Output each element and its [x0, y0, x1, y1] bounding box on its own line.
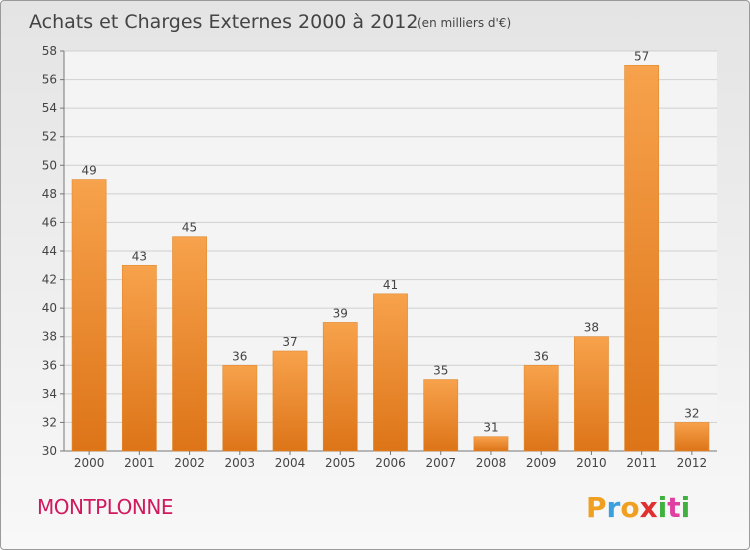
bar: [473, 436, 509, 452]
x-tick-label: 2005: [325, 456, 356, 470]
x-tick-label: 2012: [677, 456, 708, 470]
y-tick-label: 54: [42, 101, 57, 115]
y-tick-label: 44: [42, 244, 57, 258]
data-label: 57: [634, 49, 649, 63]
chart-title: Achats et Charges Externes 2000 à 2012: [29, 11, 418, 33]
logo-letter: P: [586, 491, 607, 524]
y-tick-label: 48: [42, 187, 57, 201]
bar: [624, 64, 660, 452]
data-label: 31: [483, 421, 498, 435]
data-label: 41: [383, 278, 398, 292]
logo-letter: t: [667, 491, 681, 524]
bar: [222, 364, 258, 452]
y-tick-label: 50: [42, 158, 57, 172]
data-label: 45: [182, 221, 197, 235]
x-tick-label: 2008: [476, 456, 507, 470]
x-tick-label: 2002: [174, 456, 205, 470]
bar: [674, 422, 710, 452]
proxiti-logo: Proxiti: [586, 491, 690, 524]
y-tick-label: 40: [42, 301, 57, 315]
x-tick-label: 2004: [275, 456, 306, 470]
x-tick-label: 2011: [626, 456, 657, 470]
bar: [172, 236, 207, 452]
place-name: MONTPLONNE: [37, 495, 173, 519]
y-tick-label: 58: [42, 44, 57, 58]
y-tick-label: 38: [42, 330, 57, 344]
data-label: 43: [132, 249, 147, 263]
x-tick-label: 2003: [225, 456, 256, 470]
data-label: 39: [333, 306, 348, 320]
x-tick-label: 2006: [375, 456, 406, 470]
bar: [322, 322, 358, 452]
x-tick-label: 2001: [124, 456, 155, 470]
y-tick-label: 32: [42, 415, 57, 429]
bar: [574, 336, 609, 452]
data-label: 37: [282, 335, 297, 349]
logo-letter: o: [620, 491, 640, 524]
logo-letter: i: [657, 491, 668, 524]
data-label: 38: [584, 321, 599, 335]
y-tick-label: 36: [42, 358, 57, 372]
y-tick-label: 46: [42, 215, 57, 229]
data-label: 36: [534, 349, 549, 363]
y-tick-label: 56: [42, 73, 57, 87]
x-tick-label: 2007: [425, 456, 456, 470]
logo-letter: x: [639, 491, 658, 524]
x-tick-label: 2000: [74, 456, 105, 470]
bar: [71, 179, 107, 452]
y-tick-label: 52: [42, 130, 57, 144]
bar: [523, 364, 559, 452]
y-tick-label: 42: [42, 273, 57, 287]
bar: [272, 350, 308, 452]
y-tick-label: 30: [42, 444, 57, 458]
bar: [121, 264, 157, 452]
bar: [423, 379, 459, 452]
x-tick-label: 2009: [526, 456, 557, 470]
plot-area: 30 32 34 36 38 40 42 44 46 48 50 52 54 56 58 49 2000 43 20…: [42, 44, 717, 470]
logo-letter: i: [680, 491, 691, 524]
data-label: 35: [433, 364, 448, 378]
y-tick-label: 34: [42, 387, 57, 401]
bar: [373, 293, 408, 452]
logo-letter: r: [606, 491, 621, 524]
data-label: 49: [81, 164, 96, 178]
chart-subtitle: (en milliers d'€): [417, 16, 511, 30]
data-label: 32: [684, 406, 699, 420]
x-tick-label: 2010: [576, 456, 607, 470]
data-label: 36: [232, 349, 247, 363]
